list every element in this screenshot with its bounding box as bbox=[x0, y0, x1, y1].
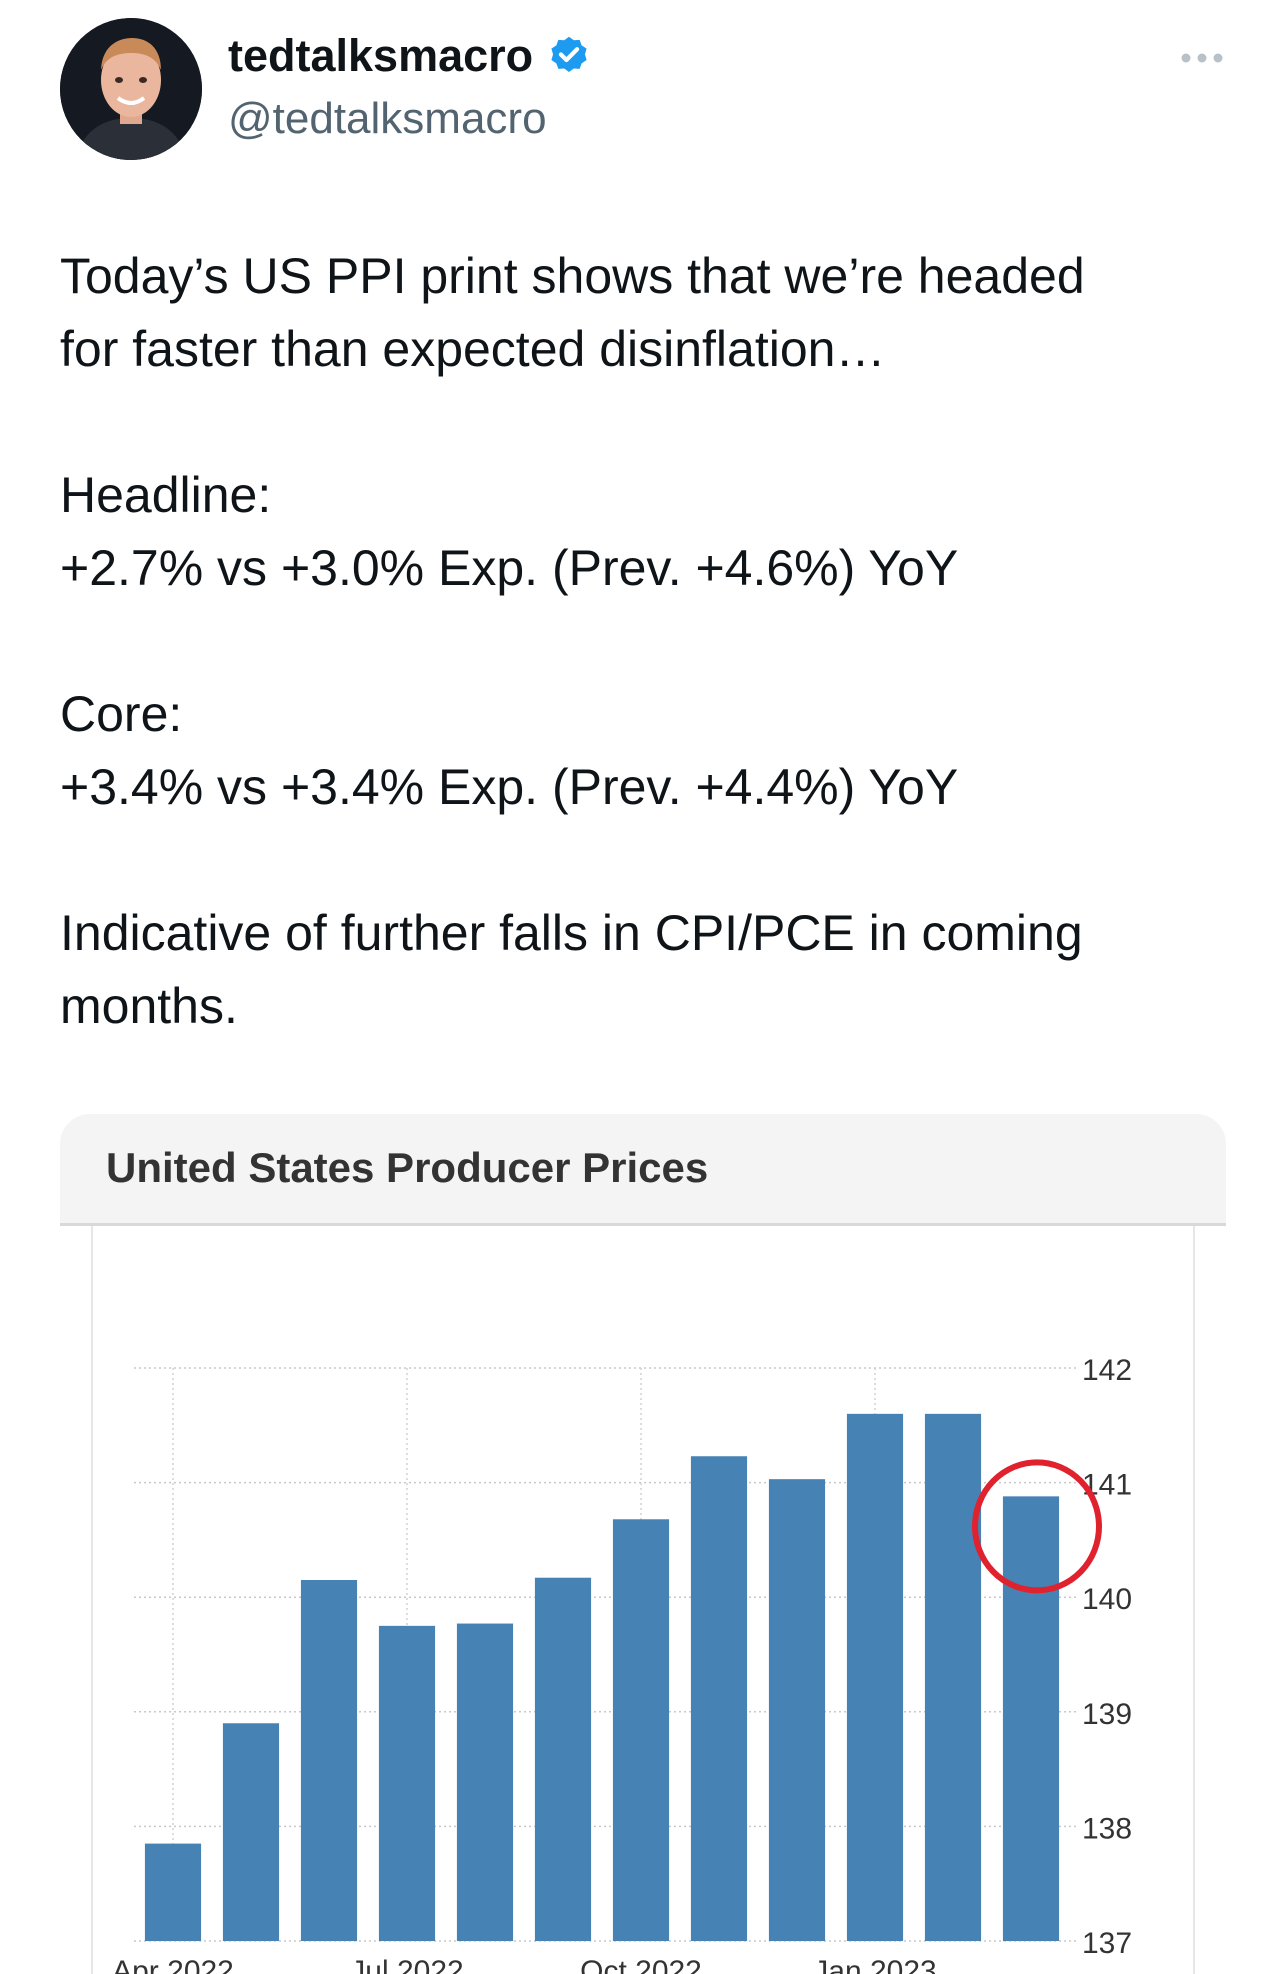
y-tick-label: 138 bbox=[1082, 1812, 1132, 1845]
x-tick-label: Oct 2022 bbox=[580, 1955, 702, 1974]
tweet-line: Headline: bbox=[60, 467, 272, 523]
tweet-line: Indicative of further falls in CPI/PCE i… bbox=[60, 905, 1083, 961]
tweet-line-spacer bbox=[60, 605, 1240, 678]
author-handle[interactable]: @tedtalksmacro bbox=[228, 94, 547, 143]
chart-bar bbox=[300, 1580, 358, 1941]
avatar[interactable] bbox=[60, 18, 202, 160]
x-tick-label: Apr 2022 bbox=[112, 1955, 234, 1974]
avatar-image-icon bbox=[60, 18, 202, 160]
more-options-icon[interactable] bbox=[1178, 40, 1226, 76]
chart-bar bbox=[222, 1723, 280, 1941]
chart-bar bbox=[534, 1577, 592, 1941]
chart-bar bbox=[846, 1413, 904, 1941]
y-tick-label: 140 bbox=[1082, 1583, 1132, 1616]
y-tick-label: 142 bbox=[1082, 1354, 1132, 1387]
chart-bar bbox=[144, 1843, 202, 1941]
verified-badge-icon bbox=[551, 36, 587, 72]
y-tick-label: 137 bbox=[1082, 1927, 1132, 1960]
author-display-name[interactable]: tedtalksmacro bbox=[228, 30, 591, 82]
chart-header: United States Producer Prices bbox=[60, 1114, 1226, 1226]
tweet-line: months. bbox=[60, 978, 238, 1034]
chart-title: United States Producer Prices bbox=[106, 1144, 709, 1191]
tweet-line: Core: bbox=[60, 686, 183, 742]
chart-bar bbox=[378, 1625, 436, 1941]
tweet-line: +2.7% vs +3.0% Exp. (Prev. +4.6%) YoY bbox=[60, 540, 959, 596]
media-card[interactable]: United States Producer Prices 137 138 139 1… bbox=[60, 1114, 1226, 1974]
chart-area: 137 138 139 140 141 142 Apr 2022 Jul 2022 Oct 20… bbox=[60, 1226, 1226, 1974]
y-tick-label: 139 bbox=[1082, 1698, 1132, 1731]
chart-bar bbox=[768, 1479, 826, 1941]
tweet-text: Today’s US PPI print shows that we’re he… bbox=[60, 240, 1240, 1043]
chart-bar bbox=[924, 1413, 982, 1941]
chart-bar bbox=[612, 1519, 670, 1941]
chart-bar bbox=[1002, 1496, 1060, 1941]
tweet-header: tedtalksmacro @tedtalksmacro bbox=[0, 0, 1284, 180]
x-tick-label: Jul 2022 bbox=[350, 1955, 463, 1974]
tweet-line: for faster than expected disinflation… bbox=[60, 321, 886, 377]
tweet-line-spacer bbox=[60, 386, 1240, 459]
highlight-circle bbox=[972, 1459, 1102, 1594]
chart-bar bbox=[456, 1623, 514, 1941]
x-tick-label: Jan 2023 bbox=[813, 1955, 936, 1974]
chart-bar bbox=[690, 1456, 748, 1941]
author-name-text[interactable]: tedtalksmacro bbox=[228, 30, 534, 81]
tweet-line: +3.4% vs +3.4% Exp. (Prev. +4.4%) YoY bbox=[60, 759, 959, 815]
tweet-line-spacer bbox=[60, 824, 1240, 897]
tweet-line: Today’s US PPI print shows that we’re he… bbox=[60, 248, 1085, 304]
